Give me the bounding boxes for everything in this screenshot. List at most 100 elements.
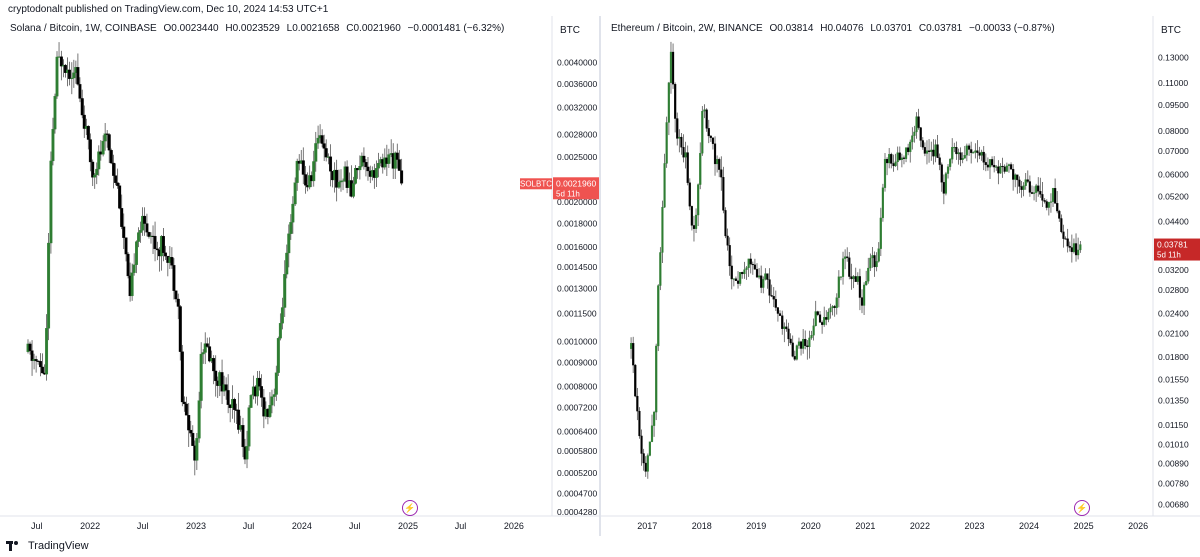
candle-body bbox=[1070, 247, 1073, 253]
candle-body bbox=[669, 51, 673, 83]
candle-body bbox=[892, 163, 895, 167]
candle-body bbox=[116, 182, 120, 186]
candle-body bbox=[49, 160, 53, 244]
candle-body bbox=[301, 160, 305, 175]
candle-body bbox=[921, 140, 924, 148]
candle-body bbox=[362, 155, 366, 163]
candle-body bbox=[201, 352, 205, 355]
candle-body bbox=[898, 152, 901, 161]
candle-body bbox=[875, 261, 878, 268]
legend-open: O0.03814 bbox=[769, 23, 814, 34]
candle-body bbox=[1066, 238, 1069, 247]
candle-body bbox=[772, 296, 775, 300]
candle-body bbox=[1014, 174, 1017, 180]
last-price-countdown: 5d 11h bbox=[556, 189, 580, 198]
x-tick-label: 2018 bbox=[692, 521, 712, 531]
candle-body bbox=[203, 343, 207, 353]
chart-svg-solbtc[interactable]: BTC 0.0040000 0.0036000 0.0032000 0.0028000 0… bbox=[0, 16, 599, 536]
candle-body bbox=[260, 386, 263, 398]
candle-body bbox=[724, 210, 727, 237]
candle-body bbox=[78, 84, 82, 99]
candle-body bbox=[821, 322, 824, 325]
candle-body bbox=[205, 343, 209, 347]
candle-body bbox=[91, 161, 95, 178]
candle-body bbox=[927, 150, 931, 153]
chart-svg-ethbtc[interactable]: BTC 0.13000 0.11000 0.09500 0.08000 0.07000 0.… bbox=[601, 16, 1200, 536]
footer-brand-label: TradingView bbox=[28, 540, 89, 552]
candle-body bbox=[376, 163, 380, 169]
last-price-value: 0.03781 bbox=[1157, 240, 1188, 250]
candle-body bbox=[189, 429, 193, 434]
candle-body bbox=[823, 317, 826, 325]
candle-body bbox=[1026, 179, 1029, 182]
candle-body bbox=[93, 174, 97, 178]
candle-body bbox=[1035, 185, 1038, 193]
candle-body bbox=[776, 307, 779, 314]
candle-body bbox=[258, 377, 261, 387]
candle-body bbox=[856, 276, 859, 282]
candle-body bbox=[968, 145, 971, 150]
candle-body bbox=[680, 136, 683, 148]
y-tick-label: 0.0025000 bbox=[557, 152, 597, 162]
legend-low: L0.0021658 bbox=[286, 23, 340, 34]
last-price-countdown: 5d 11h bbox=[1157, 251, 1181, 260]
candle-body bbox=[785, 326, 788, 330]
candle-body bbox=[124, 237, 128, 255]
currency-label: BTC bbox=[560, 25, 580, 36]
y-tick-label: 0.0036000 bbox=[557, 79, 597, 89]
y-tick-label: 0.11000 bbox=[1158, 78, 1188, 88]
candle-body bbox=[709, 135, 712, 138]
candle-body bbox=[1028, 181, 1031, 193]
candle-body bbox=[768, 279, 771, 296]
candle-body bbox=[1051, 188, 1055, 202]
y-tick-label: 0.01550 bbox=[1158, 375, 1189, 385]
footer-branding[interactable]: TradingView bbox=[6, 539, 89, 553]
candle-body bbox=[917, 116, 920, 128]
candle-body bbox=[888, 154, 891, 164]
candle-body bbox=[280, 307, 284, 324]
candle-body bbox=[949, 159, 952, 167]
candle-body bbox=[984, 162, 987, 166]
x-tick-label: 2024 bbox=[292, 521, 312, 531]
y-tick-label: 0.0008000 bbox=[557, 381, 597, 391]
candle-body bbox=[308, 175, 312, 188]
y-tick-label: 0.0007200 bbox=[557, 403, 597, 413]
candle-body bbox=[753, 264, 756, 270]
x-tick-label: Jul bbox=[31, 521, 43, 531]
candle-body bbox=[1054, 188, 1057, 204]
candle-body bbox=[53, 96, 57, 130]
candle-body bbox=[886, 158, 889, 164]
candle-body bbox=[844, 256, 847, 259]
chart-panel-ethbtc[interactable]: BTC 0.13000 0.11000 0.09500 0.08000 0.07000 0.… bbox=[601, 16, 1200, 536]
candle-body bbox=[184, 403, 188, 416]
candle-body bbox=[182, 401, 186, 405]
candle-body bbox=[1003, 166, 1006, 172]
lightning-icon[interactable]: ⚡ bbox=[1074, 500, 1090, 516]
candle-body bbox=[739, 272, 742, 284]
lightning-icon[interactable]: ⚡ bbox=[402, 500, 418, 516]
candle-body bbox=[663, 163, 666, 208]
candle-body bbox=[41, 366, 44, 374]
chart-panel-solbtc[interactable]: BTC 0.0040000 0.0036000 0.0032000 0.0028000 0… bbox=[0, 16, 599, 536]
legend-change: −0.00033 (−0.87%) bbox=[969, 23, 1055, 34]
candle-body bbox=[799, 341, 803, 349]
x-tick-label: Jul bbox=[455, 521, 467, 531]
candle-body bbox=[1001, 165, 1004, 168]
candle-body bbox=[287, 233, 291, 254]
candle-body bbox=[1030, 192, 1034, 194]
y-tick-label: 0.0040000 bbox=[557, 58, 597, 68]
candle-body bbox=[650, 425, 654, 442]
candle-body bbox=[760, 275, 763, 288]
x-tick-label: Jul bbox=[349, 521, 361, 531]
x-tick-label: 2024 bbox=[1019, 521, 1039, 531]
y-tick-label: 0.0013000 bbox=[557, 284, 597, 294]
candle-body bbox=[164, 252, 167, 257]
candle-body bbox=[72, 72, 76, 79]
candle-body bbox=[214, 370, 218, 382]
candle-body bbox=[858, 276, 861, 298]
y-tick-label: 0.02100 bbox=[1158, 329, 1189, 339]
candle-body bbox=[366, 166, 370, 172]
candle-body bbox=[180, 351, 184, 403]
candle-body bbox=[802, 338, 805, 349]
candle-body bbox=[272, 394, 276, 397]
